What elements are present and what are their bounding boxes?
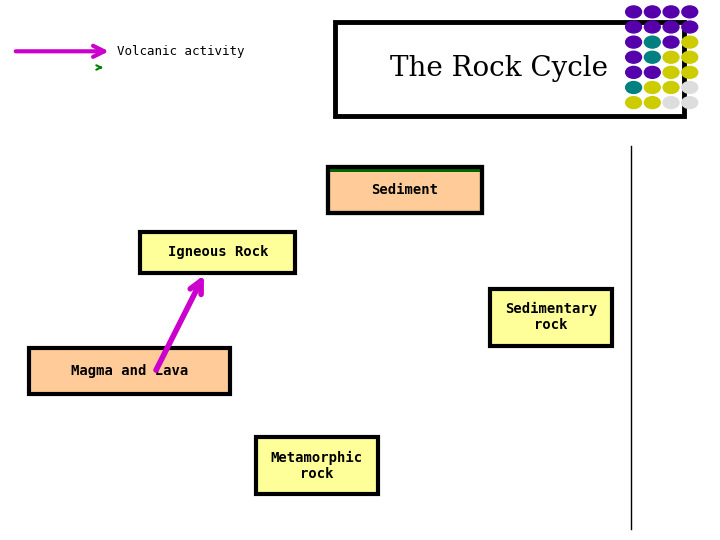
Circle shape — [663, 97, 679, 109]
FancyBboxPatch shape — [490, 289, 612, 346]
Text: Igneous Rock: Igneous Rock — [168, 246, 268, 259]
Text: Volcanic activity: Volcanic activity — [117, 45, 245, 58]
Circle shape — [626, 51, 642, 63]
Circle shape — [644, 97, 660, 109]
Circle shape — [626, 21, 642, 33]
Circle shape — [644, 21, 660, 33]
FancyBboxPatch shape — [335, 22, 684, 116]
Circle shape — [644, 82, 660, 93]
Circle shape — [663, 6, 679, 18]
Circle shape — [682, 82, 698, 93]
Circle shape — [644, 36, 660, 48]
FancyBboxPatch shape — [29, 348, 230, 394]
Circle shape — [626, 6, 642, 18]
Text: Metamorphic
rock: Metamorphic rock — [271, 450, 363, 481]
Circle shape — [644, 66, 660, 78]
Circle shape — [644, 6, 660, 18]
FancyBboxPatch shape — [256, 437, 378, 494]
FancyBboxPatch shape — [140, 232, 295, 273]
Text: The Rock Cycle: The Rock Cycle — [390, 55, 608, 82]
Circle shape — [682, 51, 698, 63]
Circle shape — [626, 66, 642, 78]
Circle shape — [682, 97, 698, 109]
Circle shape — [626, 97, 642, 109]
Circle shape — [663, 36, 679, 48]
Text: Sediment: Sediment — [372, 184, 438, 197]
Circle shape — [663, 21, 679, 33]
FancyBboxPatch shape — [328, 167, 482, 213]
FancyBboxPatch shape — [328, 167, 482, 172]
Text: Sedimentary
rock: Sedimentary rock — [505, 302, 597, 333]
Circle shape — [663, 66, 679, 78]
Circle shape — [682, 21, 698, 33]
Circle shape — [682, 66, 698, 78]
Circle shape — [663, 51, 679, 63]
Circle shape — [663, 82, 679, 93]
Circle shape — [626, 82, 642, 93]
Circle shape — [682, 6, 698, 18]
Circle shape — [626, 36, 642, 48]
Text: Magma and Lava: Magma and Lava — [71, 364, 188, 378]
Circle shape — [644, 51, 660, 63]
Circle shape — [682, 36, 698, 48]
